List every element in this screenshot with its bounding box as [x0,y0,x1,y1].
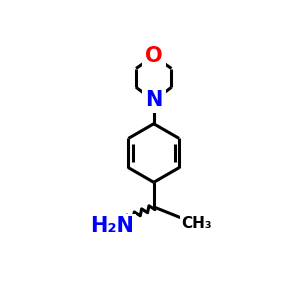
Text: O: O [145,46,163,66]
Text: N: N [145,90,162,110]
Text: H₂N: H₂N [90,216,134,236]
Text: CH₃: CH₃ [182,216,212,231]
